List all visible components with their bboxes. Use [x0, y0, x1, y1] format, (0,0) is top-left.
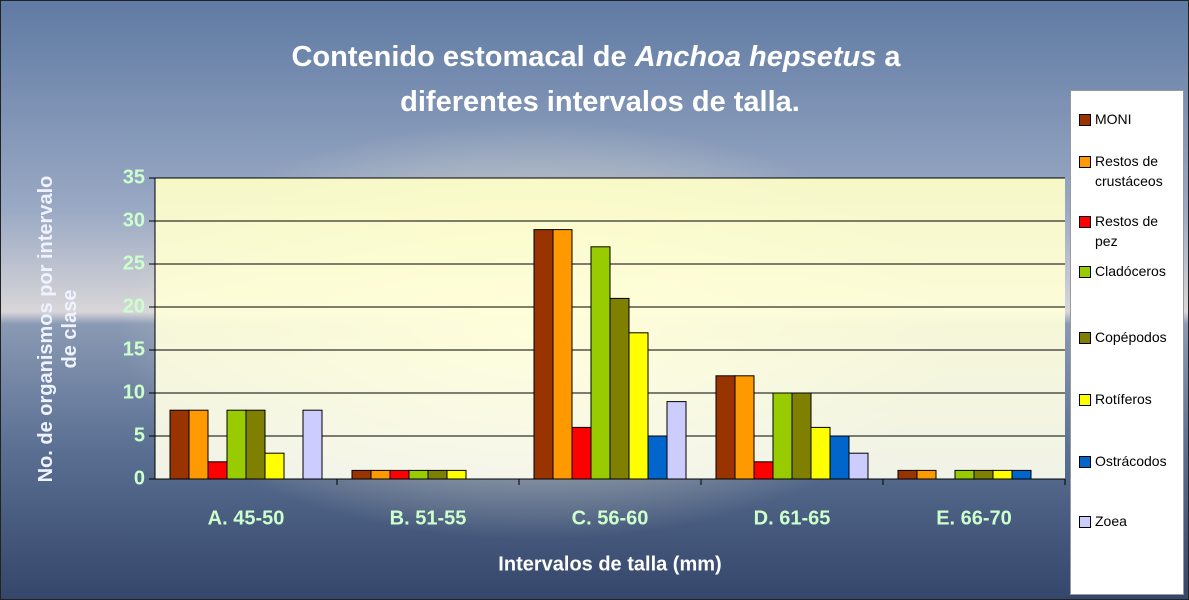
bar [830, 436, 849, 479]
legend-swatch [1079, 332, 1091, 344]
x-tick-label: D. 61-65 [754, 507, 831, 529]
bar [170, 410, 189, 479]
bar [849, 453, 868, 479]
legend-entry: Restos de pez [1079, 211, 1183, 251]
bar [409, 470, 428, 479]
y-tick-label: 20 [123, 295, 145, 317]
bar [572, 427, 591, 479]
legend-swatch [1079, 516, 1091, 528]
title-part: a [884, 41, 901, 73]
bar [208, 462, 227, 479]
y-axis-title: No. de organismos por intervalo de clase [34, 174, 82, 484]
legend-swatch [1079, 394, 1091, 406]
x-tick-label: E. 66-70 [936, 507, 1012, 529]
legend-label: MONI [1095, 109, 1132, 129]
legend-label: Zoea [1095, 511, 1127, 531]
legend-entry: Rotíferos [1079, 389, 1183, 409]
legend-label: Cladóceros [1095, 261, 1166, 281]
chart: Contenido estomacal deAnchoa hepsetusa d… [0, 0, 1189, 600]
legend-entry: Restos de crustáceos [1079, 151, 1183, 191]
bar [227, 410, 246, 479]
x-tick-label: A. 45-50 [208, 507, 285, 529]
bar [352, 470, 371, 479]
y-tick-label: 5 [134, 424, 145, 446]
bar [667, 402, 686, 479]
bar [371, 470, 390, 479]
legend-entry: Copépodos [1079, 327, 1183, 347]
legend-label: Restos de crustáceos [1095, 151, 1183, 191]
legend-label: Ostrácodos [1095, 451, 1167, 471]
legend: MONI Restos de crustáceos Restos de pez Cla… [1070, 90, 1184, 595]
bar [610, 298, 629, 479]
y-tick-label: 10 [123, 381, 145, 403]
bar [792, 393, 811, 479]
bar [955, 470, 974, 479]
bar [974, 470, 993, 479]
bar [428, 470, 447, 479]
legend-swatch [1079, 156, 1091, 168]
chart-page: Contenido estomacal deAnchoa hepsetusa d… [0, 0, 1189, 600]
bar [591, 247, 610, 479]
y-tick-label: 25 [123, 252, 145, 274]
x-tick-label: B. 51-55 [390, 507, 467, 529]
legend-swatch [1079, 216, 1091, 228]
bar [716, 376, 735, 479]
bar [189, 410, 208, 479]
bar [629, 333, 648, 479]
legend-entry: MONI [1079, 109, 1183, 129]
legend-entry: Cladóceros [1079, 261, 1183, 281]
bar [534, 230, 553, 479]
bar [447, 470, 466, 479]
legend-label: Rotíferos [1095, 389, 1152, 409]
bar [246, 410, 265, 479]
legend-swatch [1079, 456, 1091, 468]
y-tick-label: 30 [123, 209, 145, 231]
bar [898, 470, 917, 479]
bar [265, 453, 284, 479]
x-tick-label: C. 56-60 [572, 507, 649, 529]
y-tick-label: 35 [123, 166, 145, 188]
bar [648, 436, 667, 479]
legend-swatch [1079, 266, 1091, 278]
bar [993, 470, 1012, 479]
bar [735, 376, 754, 479]
legend-label: Restos de pez [1095, 211, 1183, 251]
bar [553, 230, 572, 479]
bar [811, 427, 830, 479]
title-part: Contenido estomacal de [291, 41, 626, 73]
legend-swatch [1079, 114, 1091, 126]
title-part: Anchoa hepsetus [634, 41, 877, 73]
bar [917, 470, 936, 479]
x-axis-title: Intervalos de talla (mm) [498, 553, 721, 575]
legend-entry: Ostrácodos [1079, 451, 1183, 471]
y-tick-label: 15 [123, 338, 145, 360]
bar [1012, 470, 1031, 479]
bar [390, 470, 409, 479]
bar [754, 462, 773, 479]
legend-entry: Zoea [1079, 511, 1183, 531]
y-tick-label: 0 [134, 467, 145, 489]
bar [773, 393, 792, 479]
title-part: diferentes intervalos de talla. [400, 86, 800, 118]
bar [303, 410, 322, 479]
legend-label: Copépodos [1095, 327, 1167, 347]
